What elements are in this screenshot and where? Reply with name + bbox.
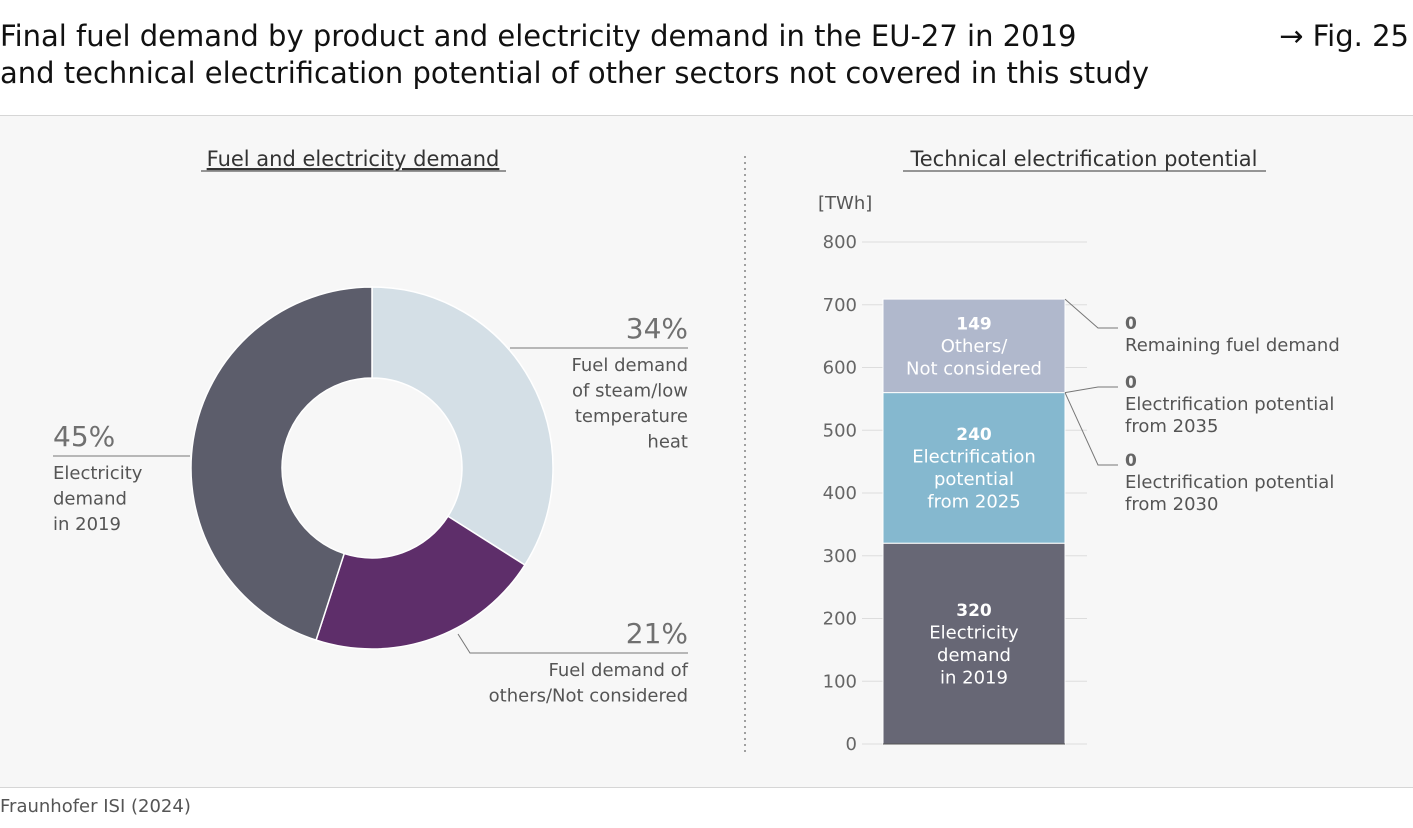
donut-leader-line-1 (457, 633, 688, 654)
donut-slice-0 (371, 286, 554, 567)
bar-segment-1 (882, 392, 1066, 544)
donut-pct-label-0: 34% (626, 312, 688, 345)
y-tick-label-7: 700 (823, 295, 857, 316)
bar-chart-title: Technical electrification potential (910, 147, 1258, 171)
callout-line-3 (1064, 386, 1118, 394)
donut-category-label-0: Fuel demand of steam/low temperature heat (572, 355, 688, 453)
donut-category-label-2: Electricity demand in 2019 (53, 463, 143, 535)
callout-label-2: Electrification potential from 2030 (1125, 472, 1334, 515)
donut-chart (190, 286, 554, 650)
y-tick-label-6: 600 (823, 358, 857, 379)
bar-segment-value-4: 149 (956, 314, 992, 334)
chart-title: Final fuel demand by product and electri… (0, 18, 1240, 92)
y-tick-label-8: 800 (823, 232, 857, 253)
donut-pct-label-2: 45% (53, 420, 115, 453)
bar-segment-4 (882, 298, 1066, 394)
donut-slice-1 (315, 515, 526, 650)
y-tick-label-5: 500 (823, 420, 857, 441)
bar-segment-label-1: Electrification potential from 2025 (912, 447, 1036, 513)
y-tick-label-2: 200 (823, 609, 857, 630)
chart-panel: Fuel and electricity demand 34% Fuel dema… (0, 115, 1413, 788)
callout-value-5: 0 (1125, 314, 1137, 334)
chart-canvas: Fuel and electricity demand 34% Fuel dema… (53, 147, 1340, 756)
callout-value-2: 0 (1125, 451, 1137, 471)
donut-chart-title: Fuel and electricity demand (207, 147, 500, 171)
y-tick-label-1: 100 (823, 671, 857, 692)
callout-line-5 (1064, 298, 1118, 329)
bar-segment-label-0: Electricity demand in 2019 (929, 622, 1019, 688)
title-line-2: and technical electrification potential … (0, 56, 1150, 90)
callout-label-3: Electrification potential from 2035 (1125, 394, 1334, 437)
bar-segment-label-4: Others/Not considered (906, 336, 1042, 380)
donut-slice-2 (190, 286, 373, 642)
figure-reference: → Fig. 25 (1279, 19, 1409, 53)
bar-segment-0 (882, 542, 1066, 745)
callout-value-3: 0 (1125, 373, 1137, 393)
title-line-1: Final fuel demand by product and electri… (0, 19, 1077, 53)
donut-pct-label-1: 21% (626, 617, 688, 650)
callout-label-5: Remaining fuel demand (1125, 335, 1340, 356)
bar-segment-value-0: 320 (956, 601, 992, 621)
y-axis-unit-label: [TWh] (818, 193, 872, 214)
y-tick-label-3: 300 (823, 546, 857, 567)
donut-category-label-1: Fuel demand of others/Not considered (489, 660, 689, 707)
callout-line-2 (1064, 392, 1118, 466)
bar-segment-value-1: 240 (956, 425, 992, 445)
y-tick-label-4: 400 (823, 483, 857, 504)
donut-labels: 34% Fuel demand of steam/low temperature hea… (53, 312, 689, 707)
y-tick-label-0: 0 (846, 734, 857, 755)
source-note: Fraunhofer ISI (2024) (0, 796, 191, 817)
